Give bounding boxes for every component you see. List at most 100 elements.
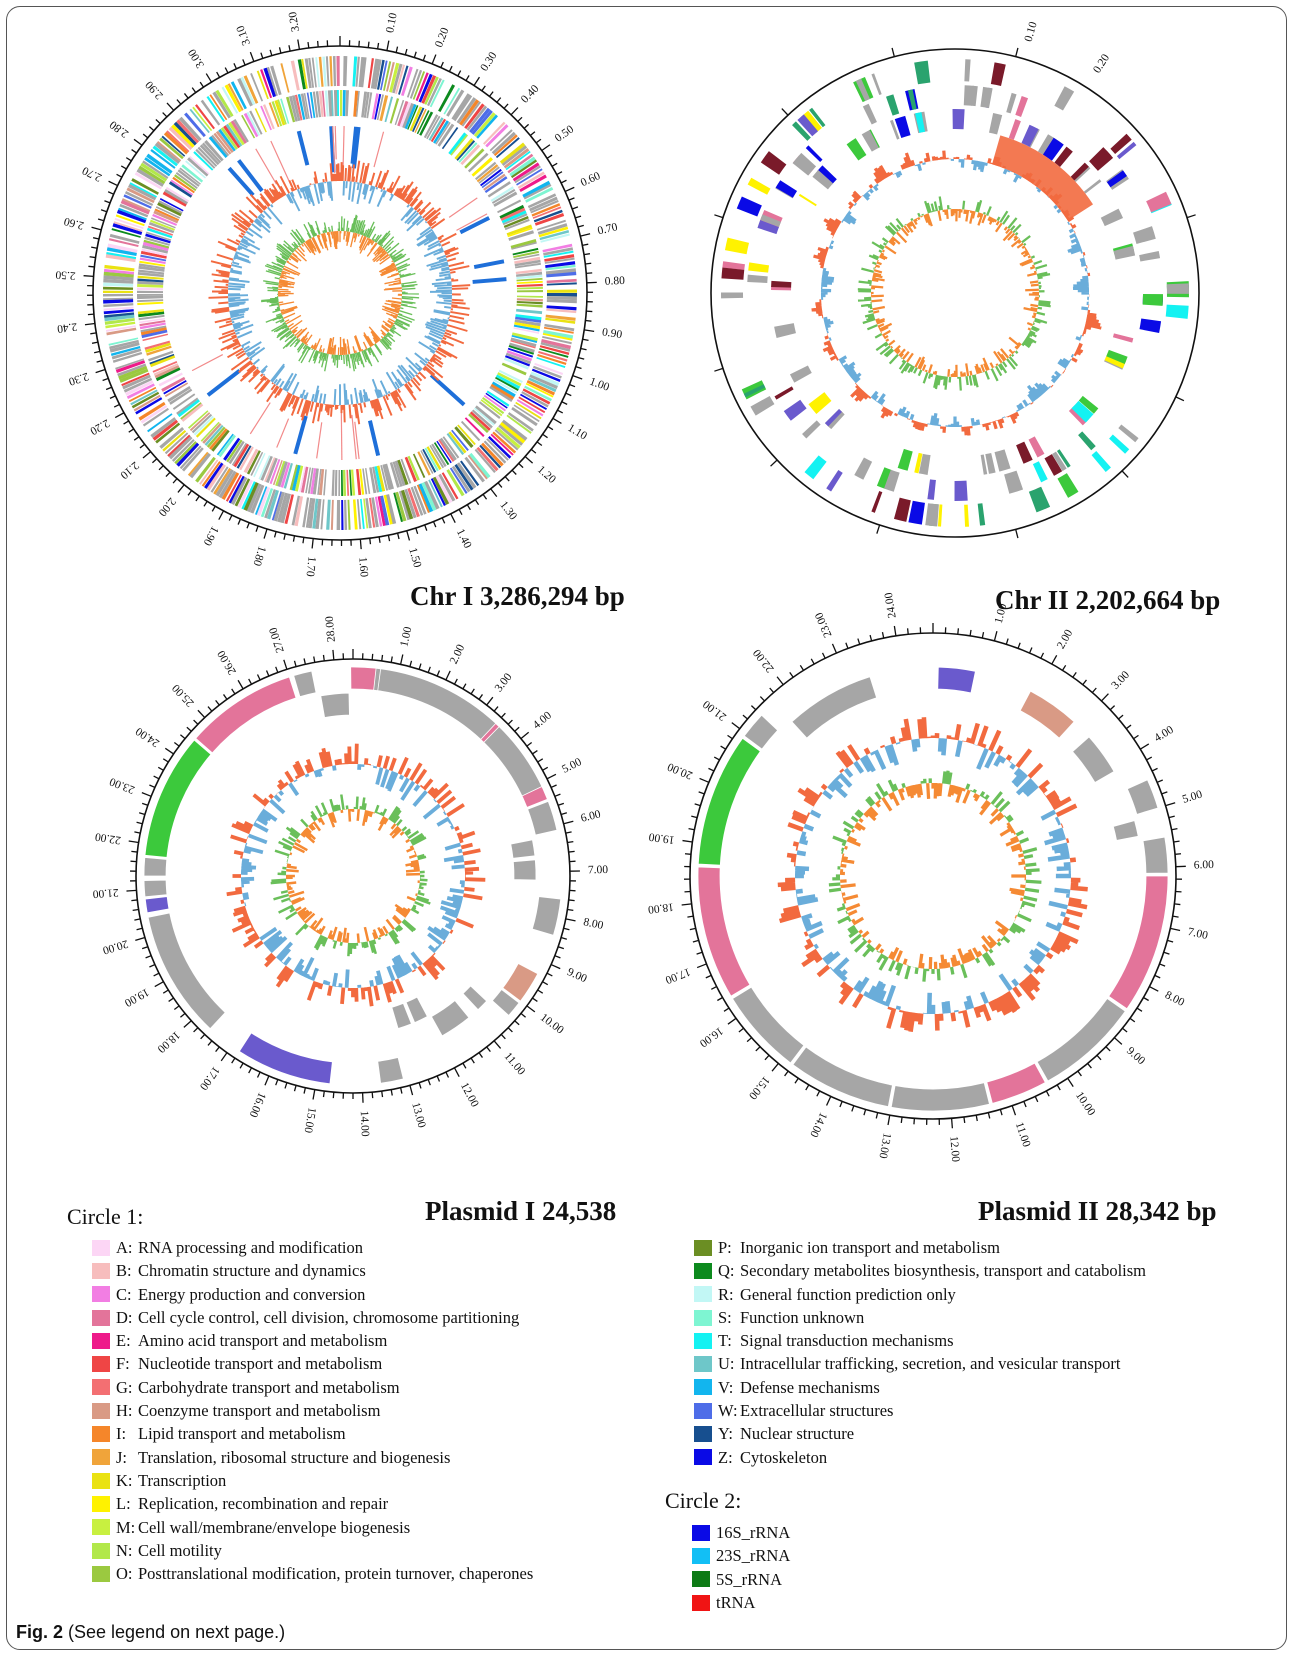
chr1-cog-gene — [430, 118, 447, 143]
p1-tick-label: 10.00 — [538, 1012, 566, 1037]
chr2-gene-block — [980, 454, 988, 475]
chr1-cog-gene — [260, 488, 274, 518]
p1-tick — [390, 1089, 393, 1096]
p1-tick — [427, 1079, 431, 1086]
chr1-tick — [422, 54, 426, 61]
p2-tick — [1122, 1027, 1128, 1033]
chr1-cog-gene — [495, 137, 520, 159]
p1-tick-label: 8.00 — [582, 916, 604, 932]
p2-tick — [696, 963, 707, 969]
chr1-tick — [474, 499, 480, 506]
chr1-cog-gene — [435, 121, 451, 145]
chr1-cog-gene — [305, 497, 313, 528]
chr1-cog-gene — [490, 383, 515, 400]
chr1-tick — [148, 126, 155, 132]
legend-text: RNA processing and modification — [138, 1238, 364, 1257]
chr1-cog-gene — [133, 394, 161, 412]
chr2-gene-block — [808, 392, 832, 414]
p2-tick — [710, 986, 717, 990]
p1-tick — [565, 918, 576, 922]
p1-tick — [154, 981, 164, 988]
p1-tick — [554, 955, 561, 959]
chr1-cog-gene — [349, 469, 353, 496]
chr1-cog-gene — [266, 489, 279, 520]
chr2-gene-block — [954, 480, 968, 501]
chr1-cog-gene — [374, 466, 383, 493]
chr1-cog-gene — [218, 434, 236, 458]
chr1-tick — [482, 493, 488, 500]
chr2-gc-skew-positive — [857, 196, 1051, 391]
chr1-tick — [142, 133, 149, 139]
circle2-legend-item: tRNA — [692, 1591, 790, 1614]
chr1-cog-gene — [454, 464, 474, 491]
chr1-cog-gene — [527, 193, 557, 209]
chr1-cog-gene — [137, 284, 164, 288]
legend-swatch — [92, 1542, 110, 1559]
chr2-gene-block — [861, 130, 879, 152]
chr1-cog-gene — [260, 105, 272, 131]
chr1-tick — [87, 313, 94, 316]
chr1-tick-label: 0.80 — [605, 275, 626, 288]
chr1-cog-gene — [139, 260, 166, 267]
chr1-cog-gene — [134, 172, 162, 190]
chr1-cog-gene — [149, 353, 175, 365]
chr1-tick-label: 0.30 — [478, 50, 499, 74]
chr1-cog-gene — [356, 499, 362, 530]
p2-tick — [689, 927, 696, 931]
p2-tick — [845, 642, 849, 649]
chr1-cog-gene — [181, 447, 204, 472]
chr1-cog-gene — [493, 191, 518, 207]
chr1-cog-gene — [170, 179, 194, 196]
chr1-tick — [263, 528, 268, 539]
legend-key: F: — [116, 1354, 130, 1374]
p1-tick — [493, 1040, 502, 1049]
chr1-cog-gene — [204, 424, 224, 446]
chr1-cog-gene — [516, 300, 543, 305]
chr1-cog-gene — [204, 462, 224, 489]
chr1-cog-gene — [456, 140, 476, 161]
chr1-cog-gene — [104, 318, 135, 325]
chr1-cog-gene — [243, 112, 259, 138]
chr1-cog-gene — [543, 326, 574, 334]
chr1-cog-gene — [103, 298, 134, 304]
chr2-title: Chr II 2,202,664 bp — [995, 585, 1221, 615]
p1-tick — [128, 840, 139, 844]
chr1-cog-gene — [393, 492, 404, 523]
circle1-label: Circle 1: — [67, 1204, 144, 1229]
chr1-cog-gene — [243, 75, 259, 104]
chr1-cog-gene — [163, 131, 189, 155]
chr2-gene-block — [918, 453, 931, 475]
chr2-tick — [891, 47, 895, 57]
chr1-cog-gene — [459, 99, 480, 126]
chr1-cog-gene — [125, 380, 154, 396]
chr1-cog-gene — [106, 246, 137, 257]
chr1-cog-gene — [483, 394, 506, 412]
chr1-tick — [91, 341, 99, 344]
chr1-cog-gene — [254, 486, 268, 515]
circle2-legend-item: 16S_rRNA — [692, 1521, 790, 1544]
chr1-cog-gene — [433, 442, 450, 466]
chr1-gc-skew-positive — [261, 214, 420, 372]
chr1-cog-gene — [446, 89, 465, 117]
circle1-legend-item: B: Chromatin structure and dynamics — [92, 1259, 533, 1282]
chr1-cog-gene — [376, 59, 385, 90]
chr1-cog-gene — [454, 138, 474, 160]
chr1-cog-gene — [380, 60, 388, 91]
chr1-rna-mark — [329, 126, 336, 173]
chr1-cog-gene — [435, 475, 453, 504]
chr1-cog-gene — [446, 469, 465, 497]
chr1-cog-gene — [147, 413, 173, 433]
legend-key: E: — [116, 1331, 131, 1351]
chr1-cog-gene — [508, 345, 534, 355]
chr1-cog-gene — [223, 437, 241, 461]
chr1-cog-gene — [297, 59, 306, 90]
chr1-tick — [535, 138, 542, 144]
chr1-cog-gene — [268, 102, 280, 128]
chr1-tick — [205, 73, 213, 83]
chr1-cog-gene — [545, 268, 577, 275]
chr1-cog-gene — [137, 299, 164, 303]
chr1-cog-gene — [526, 380, 556, 396]
chr1-tick — [448, 65, 453, 72]
chr1-cog-gene — [108, 337, 139, 346]
chr1-cog-gene — [404, 488, 417, 519]
